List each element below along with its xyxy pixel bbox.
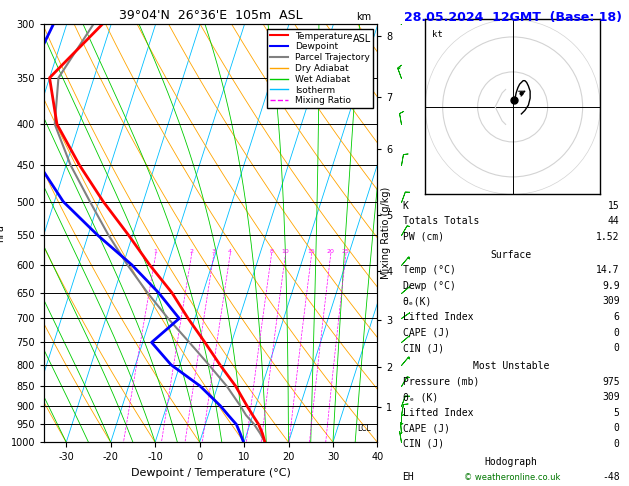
Text: 2: 2 — [189, 249, 194, 254]
Text: Hodograph: Hodograph — [484, 457, 538, 467]
Text: 1.52: 1.52 — [596, 232, 620, 242]
Text: Totals Totals: Totals Totals — [403, 216, 479, 226]
Text: 9.9: 9.9 — [602, 281, 620, 291]
Y-axis label: hPa: hPa — [0, 225, 5, 242]
Text: Pressure (mb): Pressure (mb) — [403, 377, 479, 387]
Text: Lifted Index: Lifted Index — [403, 408, 473, 418]
Text: © weatheronline.co.uk: © weatheronline.co.uk — [464, 473, 561, 482]
Text: 44: 44 — [608, 216, 620, 226]
Text: 309: 309 — [602, 392, 620, 402]
Text: Most Unstable: Most Unstable — [473, 361, 549, 371]
Text: 28.05.2024  12GMT  (Base: 18): 28.05.2024 12GMT (Base: 18) — [404, 11, 621, 24]
Text: PW (cm): PW (cm) — [403, 232, 443, 242]
Text: 0: 0 — [614, 423, 620, 434]
Text: ASL: ASL — [353, 34, 371, 44]
Text: -48: -48 — [602, 472, 620, 483]
Text: θₑ (K): θₑ (K) — [403, 392, 438, 402]
Text: CIN (J): CIN (J) — [403, 439, 443, 449]
Text: K: K — [403, 201, 408, 211]
Text: 0: 0 — [614, 439, 620, 449]
Text: 309: 309 — [602, 296, 620, 307]
Text: Lifted Index: Lifted Index — [403, 312, 473, 322]
Text: 1: 1 — [154, 249, 158, 254]
Text: CIN (J): CIN (J) — [403, 343, 443, 353]
Text: 3: 3 — [212, 249, 216, 254]
X-axis label: Dewpoint / Temperature (°C): Dewpoint / Temperature (°C) — [131, 468, 291, 478]
Text: EH: EH — [403, 472, 415, 483]
Text: Mixing Ratio (g/kg): Mixing Ratio (g/kg) — [381, 187, 391, 279]
Title: 39°04'N  26°36'E  105m  ASL: 39°04'N 26°36'E 105m ASL — [119, 9, 303, 22]
Text: 15: 15 — [608, 201, 620, 211]
Text: 10: 10 — [282, 249, 289, 254]
Text: θₑ(K): θₑ(K) — [403, 296, 432, 307]
Text: Temp (°C): Temp (°C) — [403, 265, 455, 276]
Text: 20: 20 — [327, 249, 335, 254]
Text: LCL: LCL — [357, 424, 370, 434]
Text: 0: 0 — [614, 343, 620, 353]
Text: 15: 15 — [308, 249, 316, 254]
Text: 5: 5 — [614, 408, 620, 418]
Text: CAPE (J): CAPE (J) — [403, 423, 450, 434]
Legend: Temperature, Dewpoint, Parcel Trajectory, Dry Adiabat, Wet Adiabat, Isotherm, Mi: Temperature, Dewpoint, Parcel Trajectory… — [267, 29, 373, 108]
Text: 975: 975 — [602, 377, 620, 387]
Text: Dewp (°C): Dewp (°C) — [403, 281, 455, 291]
Text: Surface: Surface — [491, 250, 532, 260]
Text: 25: 25 — [342, 249, 350, 254]
Text: 6: 6 — [614, 312, 620, 322]
Text: 8: 8 — [270, 249, 274, 254]
Text: 4: 4 — [228, 249, 232, 254]
Text: 14.7: 14.7 — [596, 265, 620, 276]
Text: km: km — [356, 12, 371, 22]
Text: 0: 0 — [614, 328, 620, 338]
Text: CAPE (J): CAPE (J) — [403, 328, 450, 338]
Text: kt: kt — [432, 30, 443, 39]
